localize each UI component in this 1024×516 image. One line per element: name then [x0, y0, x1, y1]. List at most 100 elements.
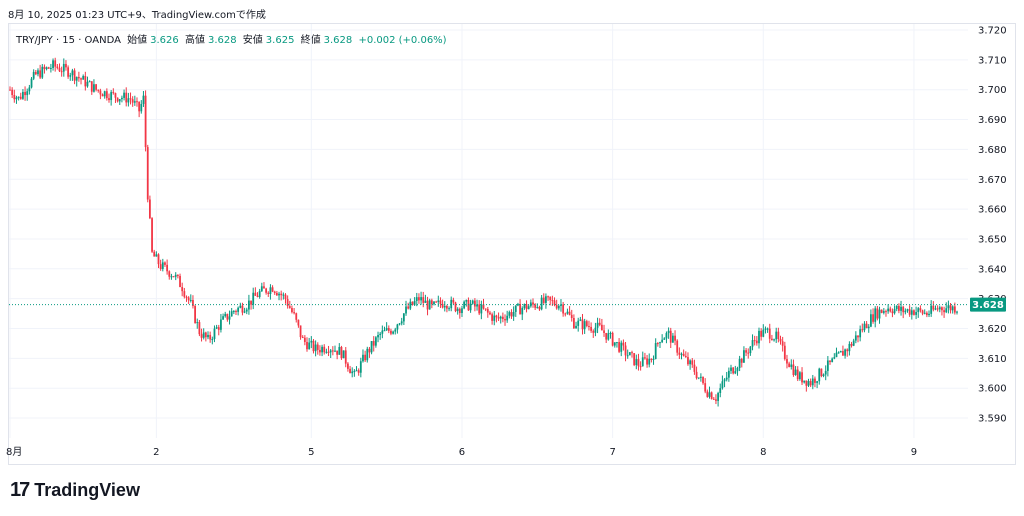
- candle-body: [603, 330, 605, 333]
- y-tick-label: 3.600: [978, 384, 1007, 395]
- candle-body: [874, 308, 877, 322]
- candle-body: [525, 304, 528, 310]
- candle-body: [372, 341, 375, 346]
- candle-body: [579, 319, 582, 321]
- candle-body: [351, 371, 354, 374]
- legend-low-value: 3.625: [265, 35, 295, 46]
- legend-symbol[interactable]: TRY/JPY · 15 · OANDA: [16, 35, 121, 46]
- y-tick-label: 3.670: [978, 175, 1007, 186]
- candle-body: [925, 312, 928, 316]
- candle-body: [486, 309, 489, 313]
- candle-body: [676, 340, 679, 353]
- candle-body: [885, 311, 887, 313]
- candle-body: [837, 352, 840, 354]
- candle-body: [415, 297, 418, 301]
- candle-body: [308, 342, 311, 350]
- candle-body: [783, 345, 786, 360]
- candle-body: [15, 97, 18, 100]
- candle-body: [740, 358, 743, 363]
- candle-body: [923, 312, 926, 314]
- candle-body: [510, 312, 513, 317]
- candle-body: [254, 292, 257, 296]
- candle-body: [542, 297, 545, 303]
- candle-body: [680, 353, 683, 355]
- candle-body: [303, 337, 306, 342]
- candle-body: [575, 325, 577, 329]
- candle-body: [269, 287, 272, 294]
- candle-body: [794, 369, 797, 375]
- candle-body: [489, 312, 491, 315]
- candle-body: [275, 292, 278, 296]
- candle-body: [230, 311, 233, 317]
- candle-body: [39, 70, 42, 78]
- candle-body: [928, 313, 930, 316]
- candle-body: [622, 342, 625, 346]
- candle-body: [665, 333, 668, 339]
- candle-body: [271, 287, 274, 292]
- candle-body: [852, 340, 855, 346]
- candle-body: [667, 330, 670, 334]
- candle-body: [861, 329, 864, 331]
- candle-body: [947, 305, 950, 309]
- candle-body: [407, 306, 410, 309]
- candle-body: [798, 372, 801, 380]
- candle-body: [213, 328, 216, 339]
- candle-body: [95, 84, 97, 90]
- candle-body: [712, 398, 715, 400]
- candle-body: [118, 99, 121, 102]
- candle-body: [338, 346, 341, 355]
- candle-body: [656, 343, 659, 345]
- candle-body: [887, 308, 890, 312]
- candle-body: [108, 98, 110, 101]
- candle-body: [392, 331, 395, 334]
- tradingview-logo[interactable]: 17 TradingView: [10, 479, 140, 501]
- candle-body: [435, 301, 438, 303]
- candle-body: [297, 319, 300, 326]
- y-tick-label: 3.590: [978, 414, 1007, 425]
- candle-body: [344, 350, 347, 364]
- candle-body: [77, 76, 80, 79]
- legend-open-value: 3.626: [150, 35, 179, 46]
- candle-body: [349, 368, 351, 374]
- candle-body: [458, 308, 461, 314]
- candle-body: [536, 307, 539, 309]
- candle-body: [689, 360, 692, 365]
- candle-body: [633, 353, 636, 366]
- candle-body: [248, 300, 250, 310]
- candle-body: [319, 349, 321, 353]
- candle-body: [278, 293, 280, 296]
- candle-body: [824, 370, 827, 375]
- candle-body: [215, 327, 218, 329]
- candle-body: [876, 308, 879, 319]
- candle-body: [30, 78, 33, 88]
- candle-body: [893, 309, 896, 314]
- candle-body: [532, 302, 534, 305]
- candle-body: [198, 322, 201, 335]
- candle-body: [368, 348, 371, 353]
- candle-body: [779, 338, 782, 342]
- candle-body: [654, 343, 657, 359]
- candle-body: [146, 147, 149, 200]
- candle-body: [86, 81, 89, 87]
- candle-body: [420, 297, 422, 301]
- candle-body: [493, 315, 496, 321]
- candle-body: [514, 305, 517, 312]
- candle-body: [480, 304, 483, 314]
- candle-body: [588, 326, 590, 328]
- candle-body: [110, 92, 113, 101]
- candle-body: [672, 335, 674, 343]
- candle-body: [17, 96, 20, 98]
- candle-body: [461, 308, 463, 314]
- candle-body: [652, 358, 655, 360]
- legend-low-label: 安値: [242, 35, 263, 46]
- candle-body: [241, 305, 244, 313]
- candle-body: [702, 376, 704, 384]
- candle-body: [854, 335, 857, 341]
- candle-body: [43, 66, 46, 70]
- candle-body: [301, 337, 304, 339]
- candle-body: [194, 306, 196, 323]
- candle-body: [771, 338, 773, 341]
- candle-body: [374, 337, 377, 346]
- candle-body: [870, 314, 872, 327]
